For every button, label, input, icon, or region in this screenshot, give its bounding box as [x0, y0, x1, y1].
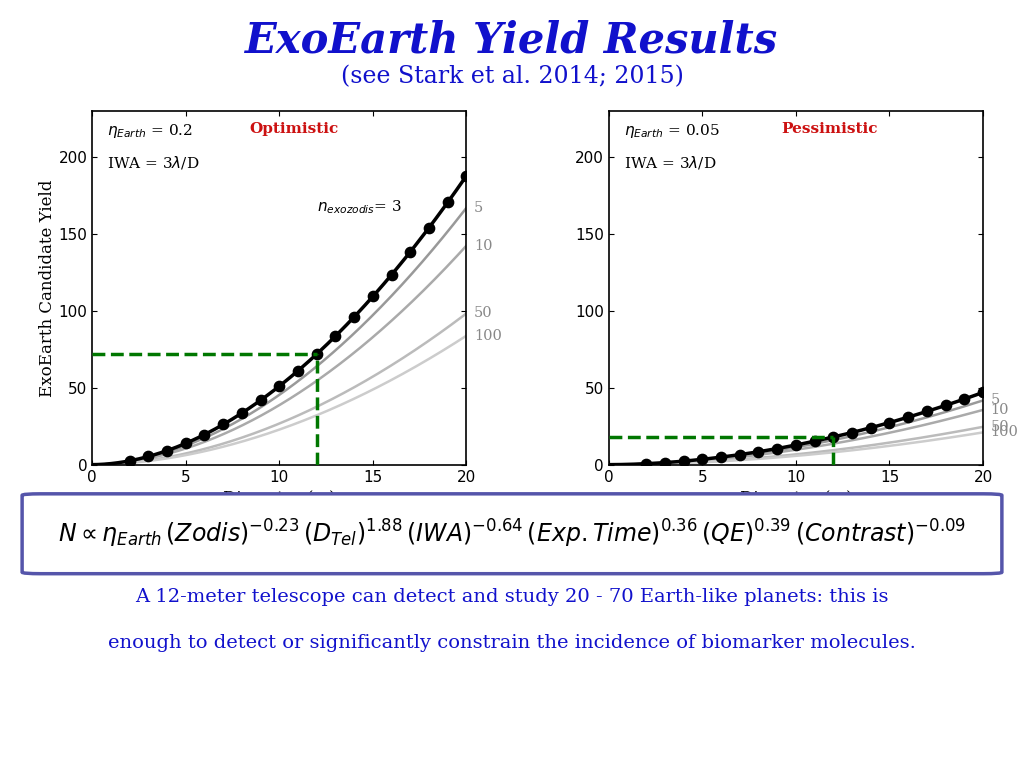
- Point: [956, 393, 973, 406]
- Point: [787, 439, 804, 451]
- Text: IWA = 3$\lambda$/D: IWA = 3$\lambda$/D: [108, 154, 200, 170]
- Text: 50: 50: [474, 306, 493, 320]
- Point: [862, 422, 879, 434]
- Text: 100: 100: [990, 425, 1019, 439]
- Point: [937, 399, 953, 412]
- Point: [844, 426, 860, 439]
- Text: 10: 10: [474, 239, 493, 253]
- FancyBboxPatch shape: [23, 494, 1001, 574]
- Text: 5: 5: [990, 393, 999, 407]
- Point: [769, 442, 785, 455]
- Point: [975, 386, 991, 399]
- Point: [421, 221, 437, 233]
- Point: [713, 451, 729, 463]
- Text: (see Stark et al. 2014; 2015): (see Stark et al. 2014; 2015): [341, 65, 683, 88]
- Text: ExoEarth Yield Results: ExoEarth Yield Results: [246, 19, 778, 61]
- Point: [676, 455, 692, 467]
- Point: [919, 406, 935, 418]
- Point: [328, 330, 344, 343]
- Point: [140, 450, 157, 462]
- Point: [365, 290, 381, 303]
- Point: [252, 394, 268, 406]
- Point: [807, 435, 823, 447]
- Point: [346, 311, 362, 323]
- Point: [159, 445, 175, 457]
- Point: [751, 445, 767, 458]
- Point: [656, 456, 673, 468]
- Point: [439, 196, 456, 208]
- Point: [731, 449, 748, 461]
- Point: [882, 416, 898, 429]
- Point: [271, 380, 288, 392]
- Text: 10: 10: [990, 403, 1009, 417]
- X-axis label: Diameter (m): Diameter (m): [223, 490, 336, 507]
- Text: 50: 50: [990, 420, 1009, 434]
- Point: [197, 429, 213, 441]
- X-axis label: Diameter (m): Diameter (m): [739, 490, 852, 507]
- Point: [825, 431, 842, 443]
- Text: $\eta_{Earth}$ = 0.2: $\eta_{Earth}$ = 0.2: [108, 122, 193, 140]
- Text: A 12-meter telescope can detect and study 20 - 70 Earth-like planets: this is: A 12-meter telescope can detect and stud…: [135, 588, 889, 605]
- Point: [638, 458, 654, 470]
- Point: [383, 269, 399, 281]
- Point: [122, 455, 138, 467]
- Point: [900, 411, 916, 423]
- Text: $\eta_{Earth}$ = 0.05: $\eta_{Earth}$ = 0.05: [624, 122, 720, 140]
- Point: [233, 407, 250, 419]
- Text: enough to detect or significantly constrain the incidence of biomarker molecules: enough to detect or significantly constr…: [109, 634, 915, 651]
- Text: Pessimistic: Pessimistic: [781, 122, 878, 136]
- Point: [290, 365, 306, 377]
- Text: Optimistic: Optimistic: [250, 122, 339, 136]
- Y-axis label: ExoEarth Candidate Yield: ExoEarth Candidate Yield: [39, 179, 55, 397]
- Text: $n_{exozodis}$= 3: $n_{exozodis}$= 3: [316, 198, 401, 216]
- Point: [177, 437, 194, 449]
- Text: IWA = 3$\lambda$/D: IWA = 3$\lambda$/D: [624, 154, 716, 170]
- Point: [694, 453, 711, 465]
- Text: $N \propto \eta_{Earth}$$\,(Zodis)^{-0.23}$$\,(D_{Tel})^{1.88}$$\,(IWA)^{-0.64}$: $N \propto \eta_{Earth}$$\,(Zodis)^{-0.2…: [58, 518, 966, 550]
- Point: [215, 419, 231, 431]
- Point: [459, 170, 475, 182]
- Text: 5: 5: [474, 200, 483, 215]
- Text: 100: 100: [474, 329, 502, 343]
- Point: [402, 246, 419, 258]
- Point: [308, 348, 325, 360]
